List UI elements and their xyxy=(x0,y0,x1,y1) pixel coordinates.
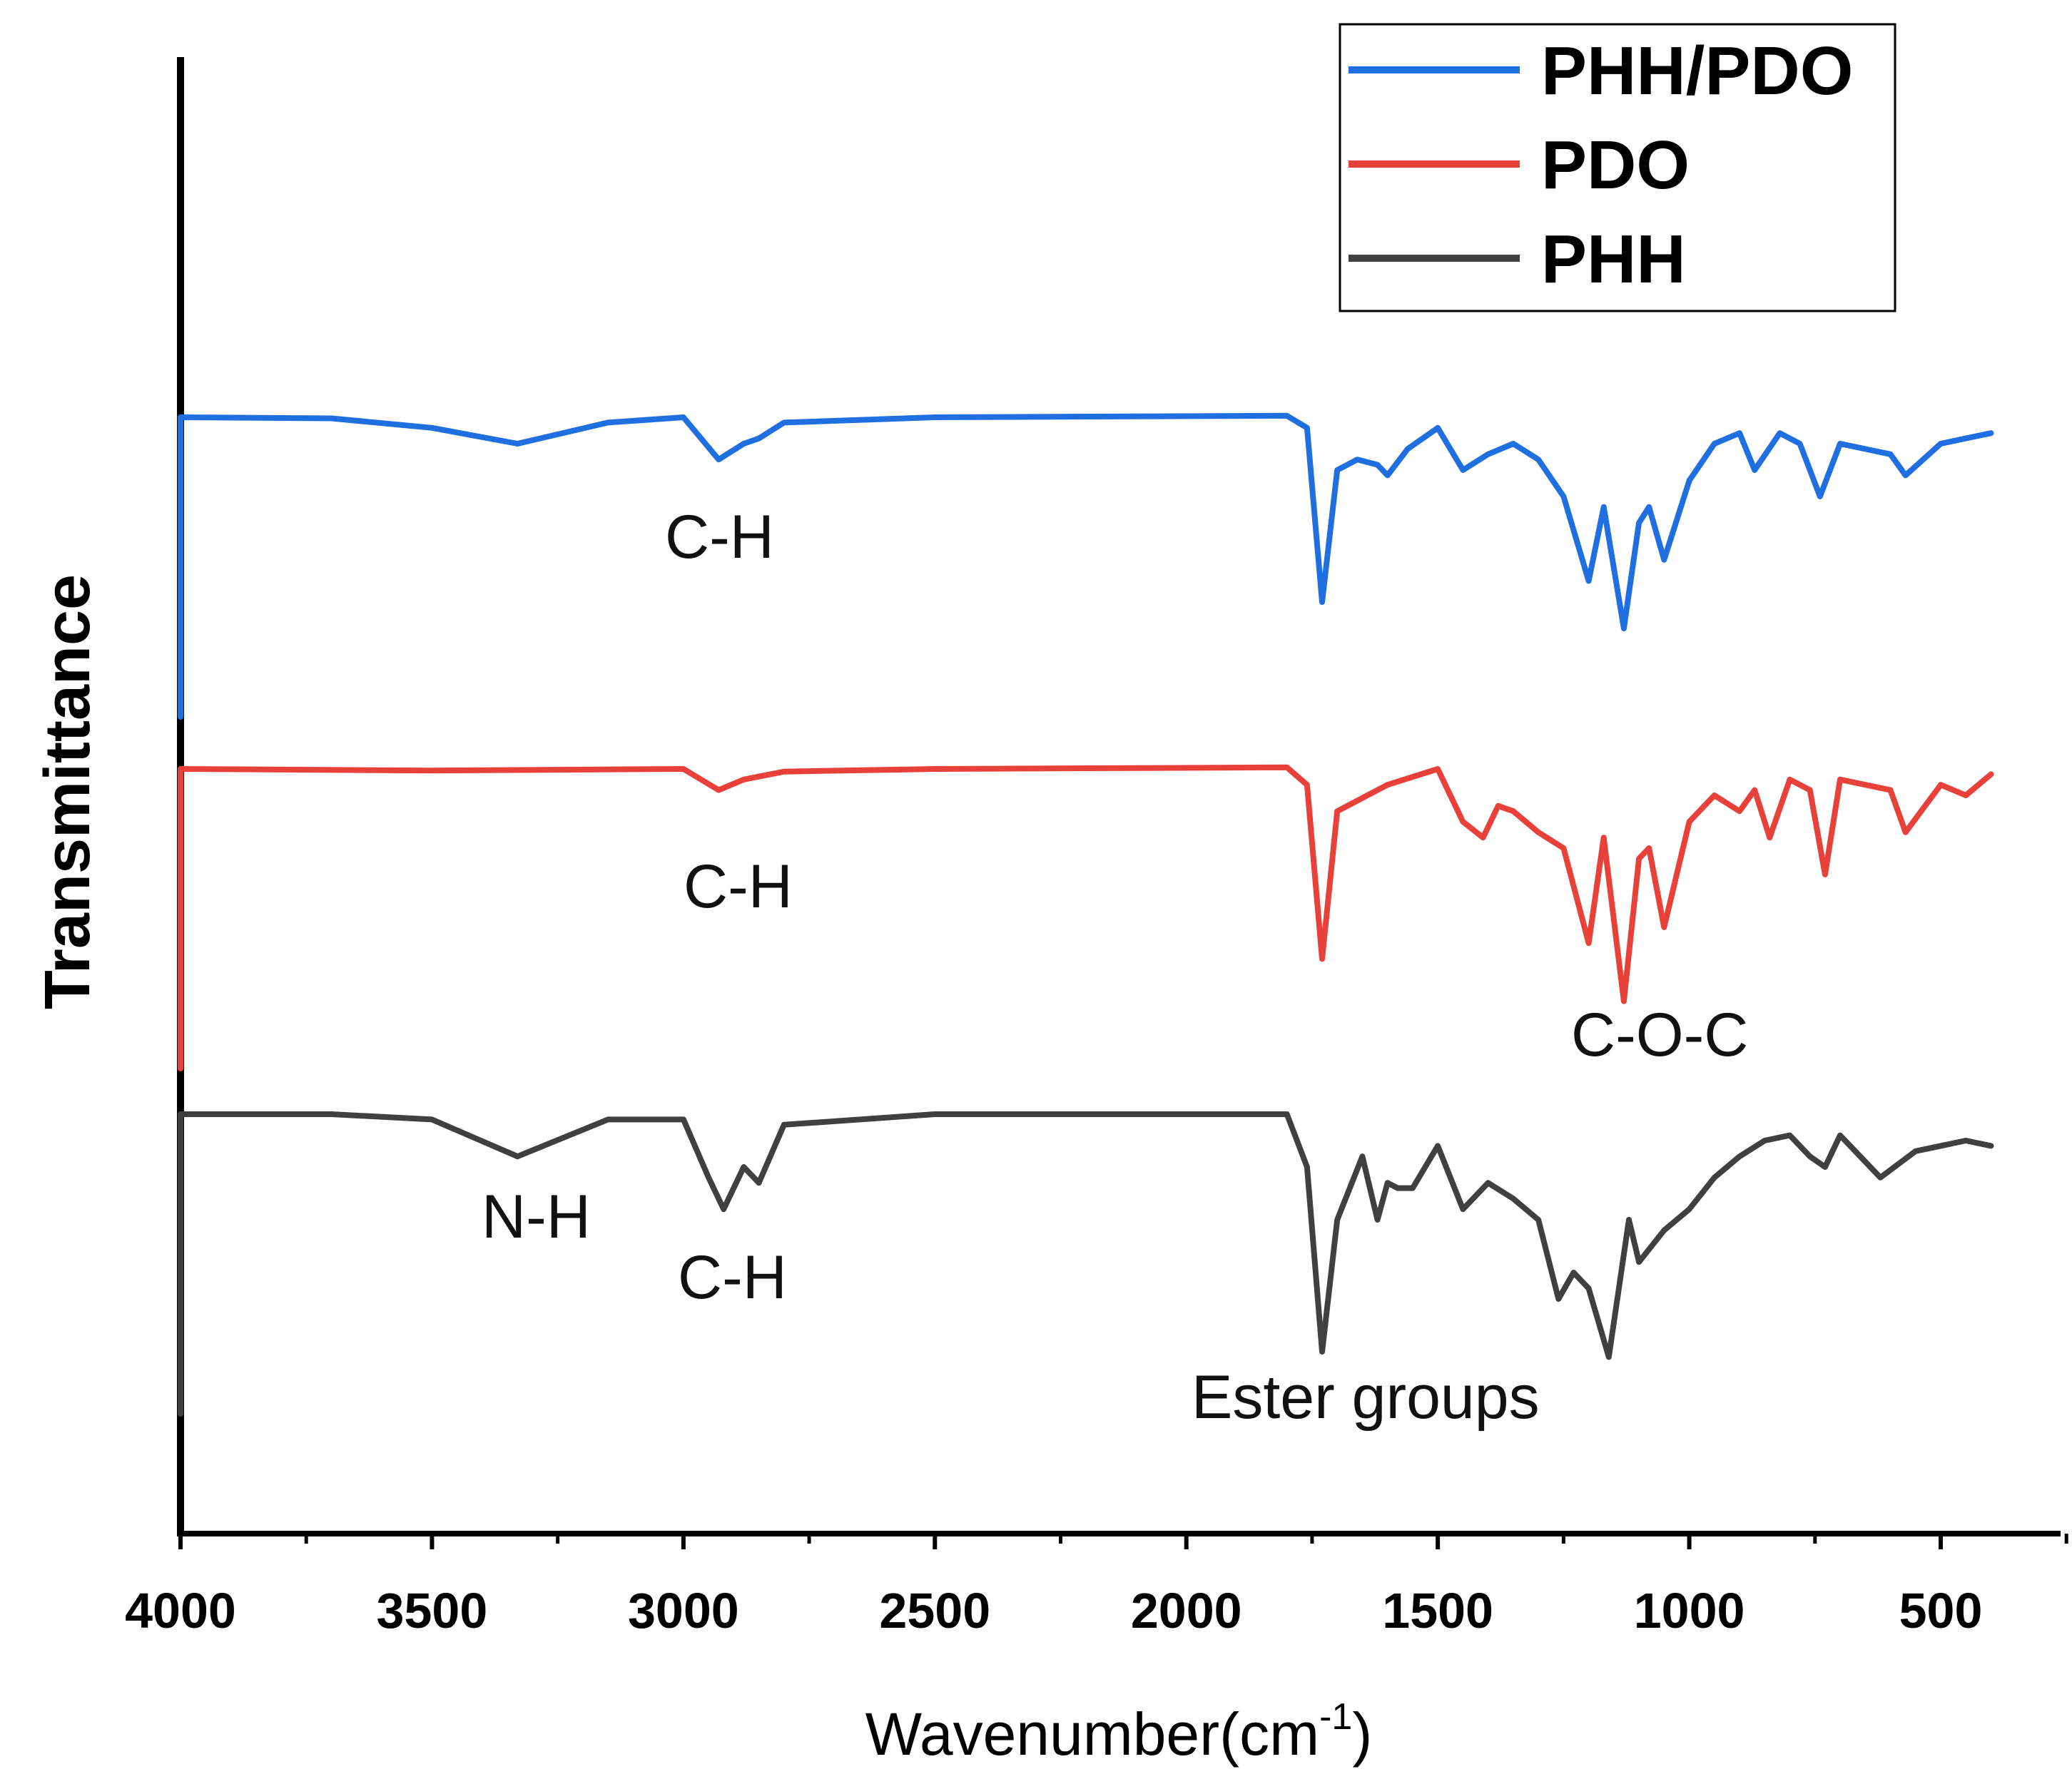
x-tick-label-1000: 1000 xyxy=(1634,1583,1745,1638)
x-tick-label-3000: 3000 xyxy=(628,1583,739,1638)
legend: PHH/PDO PDO PHH xyxy=(1339,23,1896,312)
x-axis-title: Wavenumber(cm-1) xyxy=(865,1696,1373,1768)
annotation-nh: N-H xyxy=(482,1183,591,1251)
legend-label-phh-pdo: PHH/PDO xyxy=(1541,33,1853,109)
x-tick-label-3500: 3500 xyxy=(377,1583,488,1638)
annotation-ch-phh: C-H xyxy=(678,1243,787,1312)
x-tick-label-500: 500 xyxy=(1899,1583,1983,1638)
x-axis-tick-labels: 4000 3500 3000 2500 2000 1500 1000 500 xyxy=(125,1583,1982,1638)
y-axis-title: Transmittance xyxy=(32,574,103,1009)
x-tick-label-1500: 1500 xyxy=(1382,1583,1493,1638)
series-line-phh xyxy=(178,1111,1994,1417)
x-tick-label-4000: 4000 xyxy=(125,1583,236,1638)
annotation-coc: C-O-C xyxy=(1571,1001,1748,1069)
series-line-pdo xyxy=(178,764,1994,1071)
series-line-phh-pdo xyxy=(178,412,1994,720)
annotation-ch-phh-pdo: C-H xyxy=(665,503,774,571)
annotation-ch-pdo: C-H xyxy=(684,852,793,921)
x-tick-label-2500: 2500 xyxy=(879,1583,990,1638)
x-tick-label-2000: 2000 xyxy=(1131,1583,1242,1638)
x-axis-ticks xyxy=(178,1534,2068,1549)
legend-label-pdo: PDO xyxy=(1541,127,1690,203)
annotation-ester-groups: Ester groups xyxy=(1192,1363,1540,1432)
legend-label-phh: PHH xyxy=(1541,221,1686,297)
